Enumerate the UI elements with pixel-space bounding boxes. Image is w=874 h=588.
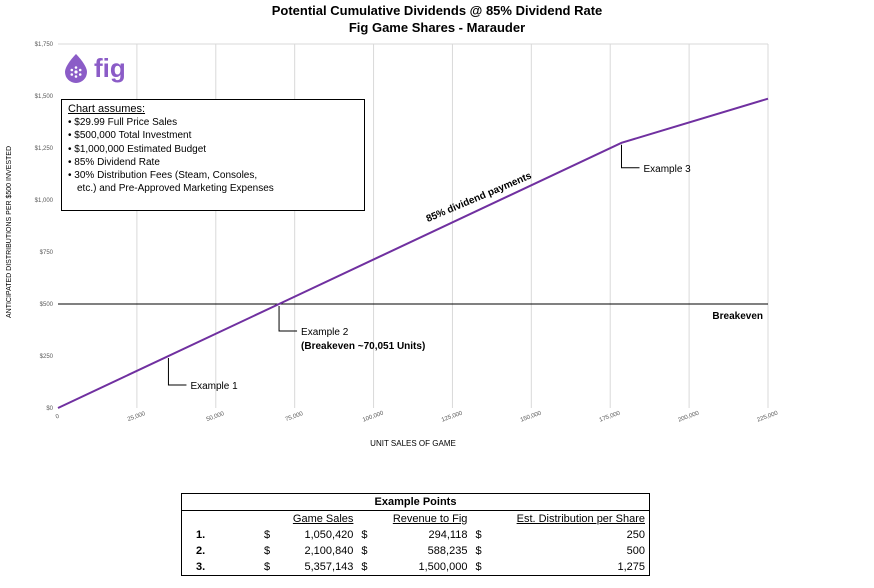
callout-sublabel: (Breakeven ~70,051 Units) bbox=[301, 341, 425, 352]
table-row: 1. $ 1,050,420 $ 294,118 $ 250 bbox=[182, 527, 650, 543]
cell-distribution: 500 bbox=[626, 545, 645, 557]
y-tick-label: $1,250 bbox=[35, 146, 54, 152]
cell-revenue: 1,500,000 bbox=[418, 561, 468, 573]
x-tick-label: 25,000 bbox=[127, 411, 147, 423]
callout-leader bbox=[278, 306, 298, 332]
currency-sign: $ bbox=[264, 545, 271, 557]
x-tick-label: 0 bbox=[55, 413, 61, 420]
table-header-row: Game Sales Revenue to Fig Est. Distribut… bbox=[182, 511, 650, 528]
callout-label: Example 3 bbox=[643, 164, 691, 175]
cell-sales: 5,357,143 bbox=[304, 561, 354, 573]
x-tick-label: 175,000 bbox=[599, 410, 622, 423]
assumption-item: • 30% Distribution Fees (Steam, Consoles… bbox=[68, 170, 258, 182]
cell-distribution: 250 bbox=[626, 529, 645, 541]
x-axis-label: UNIT SALES OF GAME bbox=[370, 439, 456, 448]
currency-sign: $ bbox=[264, 561, 271, 573]
chart-title: Potential Cumulative Dividends @ 85% Div… bbox=[271, 3, 603, 18]
table-title: Example Points bbox=[181, 493, 650, 511]
assumption-item: • 85% Dividend Rate bbox=[68, 156, 160, 168]
currency-sign: $ bbox=[361, 545, 368, 557]
currency-sign: $ bbox=[361, 529, 368, 541]
row-label: 2. bbox=[196, 545, 206, 557]
x-tick-label: 75,000 bbox=[285, 411, 305, 423]
col-header-game-sales: Game Sales bbox=[292, 513, 354, 525]
currency-sign: $ bbox=[475, 529, 482, 541]
y-tick-label: $1,500 bbox=[35, 94, 54, 100]
x-tick-label: 200,000 bbox=[678, 410, 701, 423]
y-tick-label: $750 bbox=[40, 250, 54, 256]
callout-leader bbox=[620, 144, 640, 169]
currency-sign: $ bbox=[475, 545, 482, 557]
fig-drop-icon bbox=[65, 54, 87, 83]
y-tick-label: $500 bbox=[40, 302, 54, 308]
x-tick-label: 150,000 bbox=[520, 410, 543, 423]
y-tick-label: $1,000 bbox=[35, 198, 54, 204]
currency-sign: $ bbox=[475, 561, 482, 573]
callout-label: Example 2 bbox=[301, 327, 349, 338]
example-points-table: Example Points Game Sales Revenue to Fig… bbox=[181, 493, 650, 576]
callout-label: Example 1 bbox=[190, 381, 238, 392]
logo-wordmark: fig bbox=[94, 53, 126, 83]
breakeven-label: Breakeven bbox=[712, 311, 763, 322]
series-annotation: 85% dividend payments bbox=[425, 170, 534, 225]
cell-distribution: 1,275 bbox=[617, 561, 645, 573]
col-header-distribution: Est. Distribution per Share bbox=[516, 513, 645, 525]
cell-sales: 1,050,420 bbox=[304, 529, 354, 541]
y-axis-label: ANTICIPATED DISTRIBUTIONS PER $500 INVES… bbox=[6, 146, 13, 318]
x-tick-label: 125,000 bbox=[441, 410, 464, 423]
fig-logo: fig bbox=[62, 53, 126, 83]
y-tick-label: $0 bbox=[46, 406, 53, 412]
y-tick-label: $250 bbox=[40, 354, 54, 360]
assumptions-box: Chart assumes: • $29.99 Full Price Sales… bbox=[61, 99, 365, 211]
currency-sign: $ bbox=[361, 561, 368, 573]
col-header-revenue: Revenue to Fig bbox=[392, 513, 468, 525]
line-chart: $0 $250 $500 $750 $1,000 $1,250 $1,500 $1,750 0 2… bbox=[6, 42, 779, 448]
currency-sign: $ bbox=[264, 529, 271, 541]
row-label: 1. bbox=[196, 529, 206, 541]
cell-revenue: 294,118 bbox=[428, 529, 468, 541]
cell-revenue: 588,235 bbox=[427, 545, 468, 557]
assumptions-list: • $29.99 Full Price Sales • $500,000 Tot… bbox=[68, 116, 358, 195]
cell-sales: 2,100,840 bbox=[304, 545, 354, 557]
assumption-item: • $29.99 Full Price Sales bbox=[68, 117, 178, 129]
assumption-item: • $500,000 Total Investment bbox=[68, 130, 192, 142]
x-tick-label: 50,000 bbox=[206, 411, 226, 423]
x-tick-label: 225,000 bbox=[756, 410, 779, 423]
table-row: 3. $ 5,357,143 $ 1,500,000 $ 1,275 bbox=[182, 559, 650, 576]
row-label: 3. bbox=[196, 561, 206, 573]
y-tick-label: $1,750 bbox=[35, 42, 54, 48]
x-tick-label: 100,000 bbox=[362, 410, 385, 423]
table-row: 2. $ 2,100,840 $ 588,235 $ 500 bbox=[182, 543, 650, 559]
callout-leader bbox=[167, 358, 187, 386]
assumption-item: • $1,000,000 Estimated Budget bbox=[68, 143, 207, 155]
assumptions-header: Chart assumes: bbox=[68, 103, 146, 115]
assumption-item: etc.) and Pre-Approved Marketing Expense… bbox=[77, 183, 274, 195]
chart-subtitle: Fig Game Shares - Marauder bbox=[348, 20, 526, 35]
series-line bbox=[57, 97, 769, 409]
